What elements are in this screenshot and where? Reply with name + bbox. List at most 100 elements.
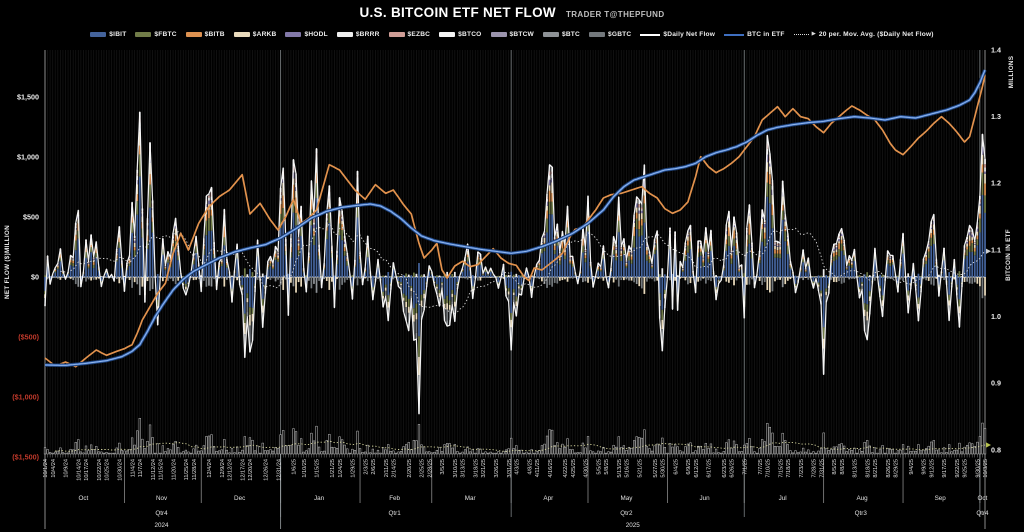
flow-bar-negative-stub	[748, 277, 751, 285]
flow-bar-segment	[261, 277, 264, 299]
flow-bar-negative-stub	[354, 277, 356, 279]
flow-bar-segment	[384, 287, 387, 291]
volume-bar	[389, 451, 392, 455]
flow-bar-segment	[948, 277, 951, 295]
month-label: Mar	[465, 495, 476, 502]
flow-bar-positive-stub	[215, 275, 218, 277]
flow-bar-segment	[410, 295, 413, 299]
flow-bar-segment	[584, 251, 587, 253]
flow-bar-segment	[59, 257, 62, 262]
flow-bar-segment	[812, 277, 815, 282]
flow-bar-segment	[658, 293, 661, 301]
volume-bar	[594, 452, 597, 455]
flow-bar-segment	[717, 279, 720, 281]
flow-bar-positive-stub	[822, 269, 825, 277]
date-tick-label: 4/11/25	[535, 459, 541, 477]
flow-bar-segment	[208, 193, 210, 196]
flow-bar-segment	[786, 241, 789, 246]
flow-bar-segment	[971, 234, 974, 238]
flow-bar-segment	[543, 237, 546, 243]
flow-bar-segment	[553, 237, 556, 239]
volume-bar	[179, 452, 182, 455]
flow-bar-segment	[661, 277, 664, 310]
flow-bar-segment	[220, 260, 223, 263]
volume-bar	[786, 444, 789, 455]
flow-bar-segment	[277, 253, 279, 255]
volume-bar	[156, 443, 159, 455]
flow-bar-segment	[120, 267, 123, 277]
flow-bar-segment	[269, 266, 272, 277]
volume-bar	[364, 451, 367, 455]
right-axis-tick-label: 1.4	[991, 45, 1001, 54]
volume-bar	[745, 443, 748, 455]
flow-bar-positive-stub	[389, 276, 392, 277]
flow-bar-positive-stub	[507, 274, 510, 277]
volume-bar	[971, 443, 974, 455]
flow-bar-segment	[902, 246, 904, 254]
flow-bar-segment	[218, 269, 221, 277]
flow-bar-segment	[443, 303, 446, 309]
flow-bar-negative-stub	[561, 277, 564, 281]
flow-bar-segment	[223, 219, 226, 227]
flow-bar-segment	[569, 257, 571, 258]
flow-bar-segment	[886, 256, 889, 261]
volume-bar	[374, 452, 377, 455]
flow-bar-negative-stub	[707, 277, 710, 281]
mov-avg-dotted-swatch-icon	[793, 34, 809, 35]
flow-bar-segment	[681, 271, 684, 277]
flow-bar-segment	[441, 282, 443, 284]
volume-bar	[568, 449, 572, 455]
flow-bar-segment	[730, 253, 733, 256]
volume-bar	[630, 448, 633, 455]
flow-bar-segment	[838, 249, 840, 257]
volume-bar	[607, 451, 610, 455]
flow-bar-negative-stub	[769, 277, 771, 293]
flow-bar-segment	[858, 277, 861, 288]
volume-bar	[379, 452, 382, 455]
flow-bar-segment	[277, 254, 279, 256]
flow-bar-segment	[351, 286, 354, 289]
flow-bar-segment	[802, 262, 805, 277]
volume-bar	[115, 447, 118, 455]
volume-bar	[527, 452, 531, 455]
flow-bar-segment	[538, 263, 541, 266]
flow-bar-segment	[489, 270, 492, 272]
flow-bar-segment	[497, 283, 500, 285]
flow-bar-segment	[74, 250, 77, 277]
flow-bar-segment	[341, 220, 344, 225]
month-label: Dec	[234, 495, 245, 502]
flow-bar-segment	[889, 257, 892, 259]
flow-bar-segment	[745, 246, 748, 254]
right-axis-tick-label: 1.0	[991, 312, 1001, 321]
flow-bar-segment	[743, 277, 746, 296]
flow-bar-segment	[418, 277, 420, 337]
volume-bar	[609, 451, 613, 455]
flow-bar-negative-stub	[149, 277, 151, 291]
flow-bar-segment	[436, 277, 438, 285]
flow-bar-segment	[72, 263, 75, 267]
volume-bar	[476, 448, 480, 455]
volume-bar	[79, 451, 83, 455]
volume-bar	[684, 446, 687, 455]
flow-bar-positive-stub	[743, 273, 746, 277]
flow-bar-segment	[274, 260, 277, 277]
flow-bar-segment	[973, 242, 976, 243]
flow-bar-segment	[341, 240, 344, 277]
left-axis-tick-label: ($1,500)	[12, 452, 39, 461]
flow-bar-negative-stub	[786, 277, 789, 281]
date-tick-label: 7/1/25	[742, 459, 748, 475]
flow-bar-negative-stub	[702, 277, 705, 279]
flow-bar-segment	[131, 232, 133, 277]
flow-bar-segment	[471, 286, 474, 289]
flow-bar-negative-stub	[392, 277, 395, 280]
flow-bar-negative-stub	[564, 277, 566, 280]
flow-bar-segment	[118, 237, 121, 243]
flow-bar-segment	[976, 227, 979, 229]
flow-bar-segment	[881, 295, 884, 301]
flow-bar-positive-stub	[397, 275, 400, 277]
legend-item-daily-net-flow: $Daily Net Flow	[640, 31, 715, 38]
flow-bar-negative-stub	[968, 277, 971, 284]
flow-bar-negative-stub	[92, 277, 95, 280]
flow-bar-positive-stub	[451, 274, 454, 277]
volume-bar	[228, 452, 231, 455]
